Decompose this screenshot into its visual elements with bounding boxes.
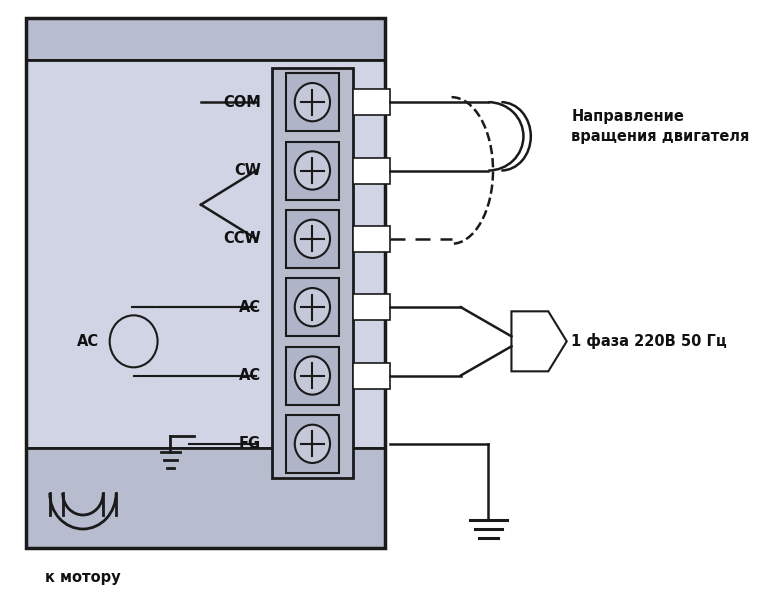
Text: AC: AC [239,299,261,315]
Bar [353,294,390,320]
Bar [286,347,339,404]
Bar [25,18,385,548]
Bar [286,415,339,473]
Bar [353,158,390,184]
Circle shape [295,152,330,190]
Text: Направление
вращения двигателя: Направление вращения двигателя [571,109,750,144]
Text: AC: AC [76,334,99,349]
Bar [353,226,390,252]
Bar [353,362,390,388]
Text: CCW: CCW [223,231,261,246]
Circle shape [295,83,330,121]
Bar [25,448,385,548]
Bar [286,210,339,268]
Circle shape [295,425,330,463]
Text: FG: FG [239,436,261,451]
Bar [353,89,390,115]
Text: CW: CW [234,163,261,178]
Bar [286,73,339,131]
Bar [286,278,339,336]
Text: к мотору: к мотору [45,570,120,585]
Bar [25,60,385,448]
Bar [25,18,385,60]
Text: COM: COM [223,95,261,110]
Circle shape [295,220,330,258]
Bar [286,141,339,199]
Text: AC: AC [239,368,261,383]
Polygon shape [512,311,567,371]
Circle shape [295,288,330,326]
Bar [272,68,353,478]
Text: 1 фаза 220В 50 Гц: 1 фаза 220В 50 Гц [571,333,727,349]
Circle shape [295,356,330,395]
